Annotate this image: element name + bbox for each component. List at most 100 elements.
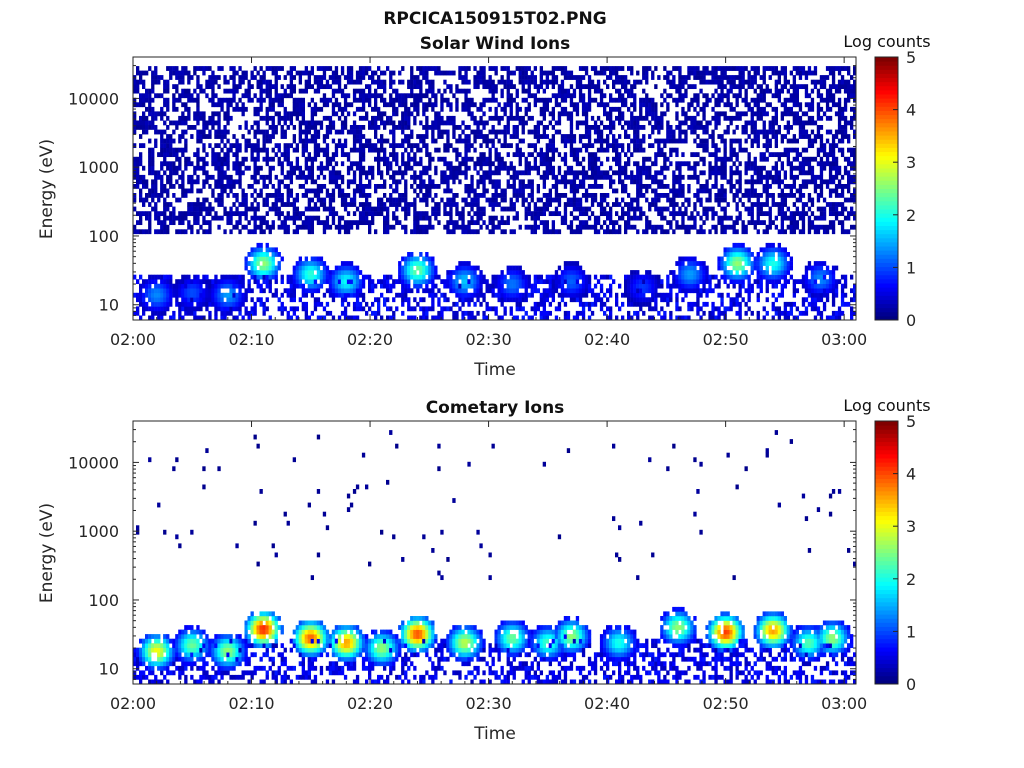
heatmap-cell — [603, 70, 607, 76]
heatmap-cell — [145, 97, 149, 103]
heatmap-cell — [365, 197, 369, 203]
heatmap-cell — [187, 75, 191, 80]
heatmap-cell — [464, 184, 468, 189]
heatmap-cell — [220, 306, 224, 312]
heatmap-cell — [449, 206, 453, 212]
heatmap-cell — [319, 79, 324, 85]
heatmap-cell — [328, 66, 333, 71]
heatmap-cell — [148, 292, 152, 298]
heatmap-cell — [654, 297, 658, 303]
heatmap-cell — [431, 134, 435, 139]
heatmap-cell — [461, 297, 465, 303]
heatmap-cell — [196, 66, 200, 71]
heatmap-cell — [328, 75, 333, 80]
heatmap-cell — [603, 174, 607, 180]
heatmap-cell — [334, 224, 339, 230]
heatmap-cell — [609, 292, 613, 298]
heatmap-cell — [380, 111, 384, 117]
heatmap-cell — [464, 297, 468, 303]
heatmap-cell — [395, 88, 399, 94]
heatmap-cell — [479, 211, 483, 217]
heatmap-cell — [377, 106, 381, 112]
heatmap-cell — [178, 310, 182, 316]
heatmap-cell — [609, 143, 613, 149]
heatmap-cell — [663, 161, 667, 167]
heatmap-cell — [265, 270, 269, 275]
heatmap-cell — [217, 179, 221, 185]
heatmap-cell — [211, 120, 215, 126]
heatmap-cell — [464, 106, 468, 112]
heatmap-cell — [413, 306, 417, 312]
heatmap-cell — [648, 306, 652, 312]
heatmap-cell — [331, 165, 336, 171]
heatmap-cell — [467, 229, 471, 235]
heatmap-cell — [612, 79, 616, 85]
heatmap-cell — [172, 310, 176, 316]
heatmap-cell — [651, 224, 655, 230]
heatmap-cell — [533, 202, 538, 207]
heatmap-cell — [133, 206, 137, 212]
heatmap-cell — [178, 147, 182, 153]
heatmap-cell — [169, 143, 173, 149]
heatmap-cell — [337, 75, 342, 80]
heatmap-cell — [268, 261, 272, 266]
heatmap-cell — [220, 188, 224, 194]
heatmap-cell — [419, 84, 423, 90]
heatmap-cell — [319, 188, 324, 194]
heatmap-cell — [361, 202, 366, 207]
heatmap-cell — [603, 79, 607, 85]
heatmap-cell — [515, 315, 519, 321]
heatmap-cell — [142, 301, 146, 307]
heatmap-cell — [527, 179, 531, 185]
heatmap-cell — [615, 70, 619, 76]
heatmap-cell — [630, 170, 634, 176]
heatmap-cell — [271, 120, 275, 126]
heatmap-cell — [563, 88, 568, 94]
heatmap-cell — [627, 279, 631, 285]
heatmap-cell — [452, 147, 456, 153]
heatmap-cell — [377, 152, 381, 158]
heatmap-cell — [584, 115, 589, 121]
heatmap-cell — [229, 75, 233, 80]
heatmap-cell — [262, 274, 266, 280]
heatmap-cell — [181, 111, 185, 117]
heatmap-cell — [268, 315, 272, 321]
heatmap-cell — [551, 229, 556, 235]
heatmap-cell — [304, 179, 309, 185]
heatmap-cell — [337, 270, 342, 275]
heatmap-cell — [542, 220, 547, 226]
heatmap-cell — [295, 106, 300, 112]
heatmap-cell — [238, 288, 242, 294]
heatmap-cell — [470, 188, 474, 194]
heatmap-cell — [515, 283, 519, 289]
heatmap-cell — [250, 297, 254, 303]
heatmap-cell — [624, 229, 628, 235]
heatmap-cell — [139, 297, 143, 303]
heatmap-cell — [298, 274, 303, 280]
heatmap-cell — [566, 265, 571, 271]
heatmap-cell — [515, 152, 519, 158]
heatmap-cell — [383, 297, 387, 303]
heatmap-cell — [355, 134, 360, 139]
heatmap-cell — [223, 97, 227, 103]
heatmap-cell — [645, 270, 649, 275]
heatmap-cell — [310, 138, 315, 144]
heatmap-cell — [518, 224, 522, 230]
heatmap-cell — [389, 193, 393, 198]
heatmap-cell — [497, 129, 501, 135]
heatmap-cell — [551, 143, 556, 149]
heatmap-cell — [235, 152, 239, 158]
heatmap-cell — [226, 193, 230, 198]
heatmap-cell — [151, 188, 155, 194]
heatmap-cell — [139, 143, 143, 149]
heatmap-cell — [422, 143, 426, 149]
heatmap-cell — [157, 129, 161, 135]
heatmap-cell — [425, 125, 429, 130]
heatmap-cell — [488, 229, 492, 235]
heatmap-cell — [319, 125, 324, 130]
heatmap-cell — [358, 292, 363, 298]
heatmap-cell — [307, 138, 312, 144]
heatmap-cell — [494, 193, 498, 198]
heatmap-cell — [452, 315, 456, 321]
heatmap-cell — [437, 297, 441, 303]
